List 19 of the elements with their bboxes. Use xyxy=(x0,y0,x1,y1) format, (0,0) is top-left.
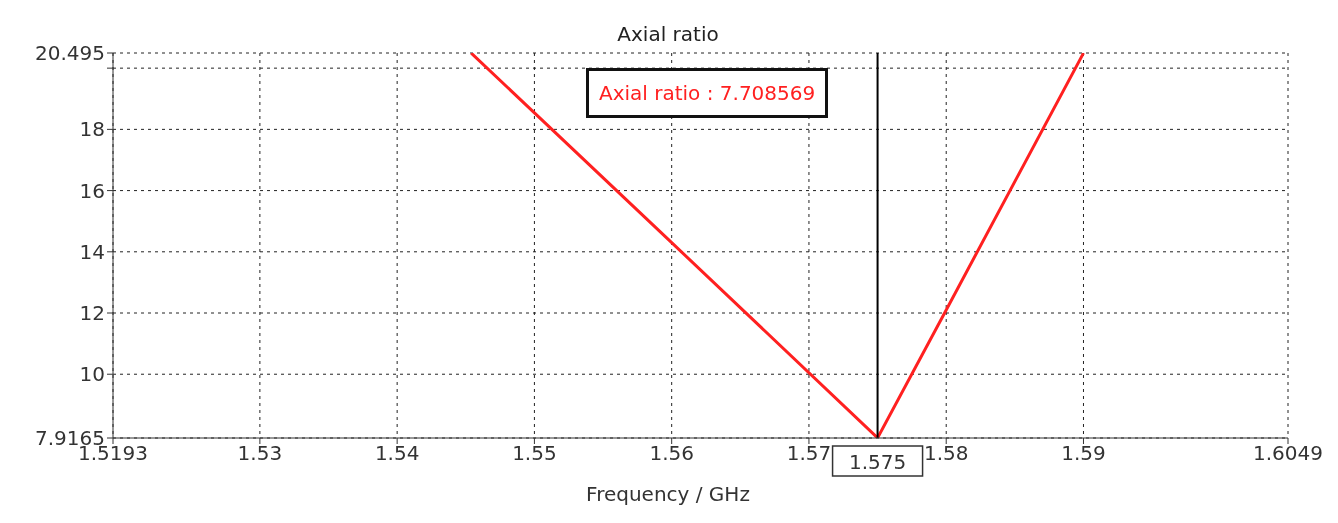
x-tick-label: 1.6049 xyxy=(1253,441,1323,466)
chart-title: Axial ratio xyxy=(617,22,719,46)
y-tick-label: 16 xyxy=(79,178,105,203)
x-tick-label: 1.54 xyxy=(374,441,420,466)
x-tick-label: 1.59 xyxy=(1061,441,1106,466)
x-tick-label: 1.55 xyxy=(512,441,557,466)
x-tick-label: 1.56 xyxy=(649,441,694,466)
y-tick-label: 12 xyxy=(79,301,105,326)
x-axis-title: Frequency / GHz xyxy=(585,482,751,506)
y-tick-label: 20.495 xyxy=(35,41,105,66)
line-series xyxy=(469,53,1085,438)
y-tick-label: 14 xyxy=(79,239,105,264)
ref-line-label: 1.575 xyxy=(848,450,907,474)
x-tick-label: 1.57 xyxy=(786,441,832,466)
y-tick-label: 10 xyxy=(79,362,105,387)
y-tick-label: 18 xyxy=(79,117,105,142)
annotation: Axial ratio : 7.708569 xyxy=(586,68,829,118)
x-tick-label: 1.58 xyxy=(923,441,969,466)
x-tick-label: 1.53 xyxy=(237,441,283,466)
